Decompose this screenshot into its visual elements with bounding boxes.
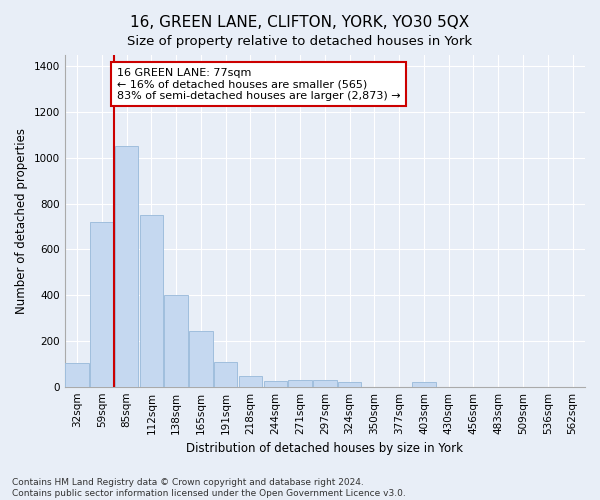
Bar: [214, 362, 238, 386]
Bar: [288, 380, 312, 386]
Bar: [90, 222, 113, 386]
Bar: [239, 376, 262, 386]
Bar: [338, 382, 361, 386]
Bar: [412, 382, 436, 386]
Bar: [115, 146, 139, 386]
Bar: [263, 381, 287, 386]
Text: 16 GREEN LANE: 77sqm
← 16% of detached houses are smaller (565)
83% of semi-deta: 16 GREEN LANE: 77sqm ← 16% of detached h…: [117, 68, 400, 101]
Bar: [65, 362, 89, 386]
Bar: [164, 295, 188, 386]
Bar: [140, 215, 163, 386]
X-axis label: Distribution of detached houses by size in York: Distribution of detached houses by size …: [187, 442, 463, 455]
Bar: [189, 332, 213, 386]
Y-axis label: Number of detached properties: Number of detached properties: [15, 128, 28, 314]
Bar: [313, 380, 337, 386]
Text: 16, GREEN LANE, CLIFTON, YORK, YO30 5QX: 16, GREEN LANE, CLIFTON, YORK, YO30 5QX: [130, 15, 470, 30]
Text: Size of property relative to detached houses in York: Size of property relative to detached ho…: [127, 35, 473, 48]
Text: Contains HM Land Registry data © Crown copyright and database right 2024.
Contai: Contains HM Land Registry data © Crown c…: [12, 478, 406, 498]
